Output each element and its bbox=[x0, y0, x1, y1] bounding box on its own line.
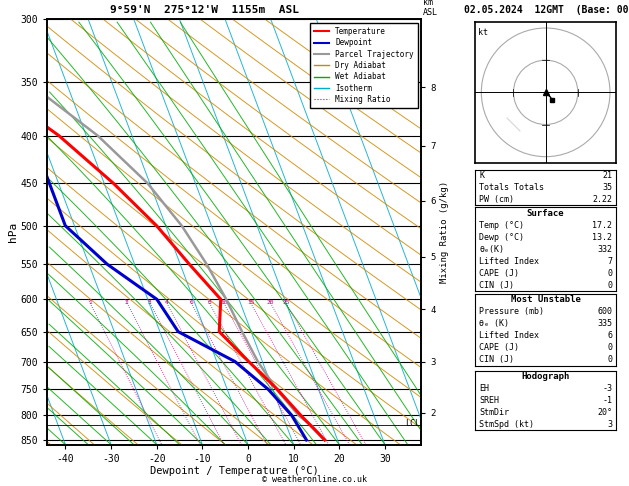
Text: 13.2: 13.2 bbox=[592, 233, 612, 242]
Text: Surface: Surface bbox=[527, 209, 564, 218]
Text: 600: 600 bbox=[597, 307, 612, 316]
Text: 20: 20 bbox=[267, 300, 274, 305]
Y-axis label: Mixing Ratio (g/kg): Mixing Ratio (g/kg) bbox=[440, 181, 449, 283]
Text: Hodograph: Hodograph bbox=[521, 372, 570, 381]
Text: θₑ (K): θₑ (K) bbox=[479, 319, 509, 329]
Text: Totals Totals: Totals Totals bbox=[479, 183, 544, 192]
Text: 6: 6 bbox=[607, 331, 612, 340]
Text: km
ASL: km ASL bbox=[423, 0, 438, 17]
Text: Most Unstable: Most Unstable bbox=[511, 295, 581, 304]
Text: LCL: LCL bbox=[405, 418, 420, 428]
Text: -1: -1 bbox=[602, 396, 612, 405]
Text: SREH: SREH bbox=[479, 396, 499, 405]
Text: CAPE (J): CAPE (J) bbox=[479, 269, 519, 278]
Text: Lifted Index: Lifted Index bbox=[479, 331, 539, 340]
Text: 332: 332 bbox=[597, 245, 612, 254]
Text: CIN (J): CIN (J) bbox=[479, 355, 514, 364]
Text: 0: 0 bbox=[607, 355, 612, 364]
Text: -3: -3 bbox=[602, 384, 612, 393]
Text: CIN (J): CIN (J) bbox=[479, 281, 514, 290]
Legend: Temperature, Dewpoint, Parcel Trajectory, Dry Adiabat, Wet Adiabat, Isotherm, Mi: Temperature, Dewpoint, Parcel Trajectory… bbox=[310, 23, 418, 107]
Text: θₑ(K): θₑ(K) bbox=[479, 245, 504, 254]
Text: 1: 1 bbox=[88, 300, 92, 305]
Text: 6: 6 bbox=[189, 300, 193, 305]
Text: 4: 4 bbox=[165, 300, 169, 305]
Text: kt: kt bbox=[478, 28, 488, 37]
Text: StmDir: StmDir bbox=[479, 408, 509, 417]
Text: 3: 3 bbox=[148, 300, 152, 305]
Text: 35: 35 bbox=[602, 183, 612, 192]
Text: Lifted Index: Lifted Index bbox=[479, 257, 539, 266]
Text: 15: 15 bbox=[247, 300, 254, 305]
Text: 17.2: 17.2 bbox=[592, 221, 612, 230]
Text: 2.22: 2.22 bbox=[592, 194, 612, 204]
Text: 2: 2 bbox=[125, 300, 129, 305]
Text: 8: 8 bbox=[208, 300, 211, 305]
Text: Dewp (°C): Dewp (°C) bbox=[479, 233, 524, 242]
Text: 02.05.2024  12GMT  (Base: 00): 02.05.2024 12GMT (Base: 00) bbox=[464, 4, 629, 15]
Text: 335: 335 bbox=[597, 319, 612, 329]
Text: EH: EH bbox=[479, 384, 489, 393]
Text: StmSpd (kt): StmSpd (kt) bbox=[479, 420, 534, 429]
Text: PW (cm): PW (cm) bbox=[479, 194, 514, 204]
Text: 21: 21 bbox=[602, 172, 612, 180]
Text: Temp (°C): Temp (°C) bbox=[479, 221, 524, 230]
Y-axis label: hPa: hPa bbox=[8, 222, 18, 242]
Text: 0: 0 bbox=[607, 343, 612, 352]
Text: 20°: 20° bbox=[597, 408, 612, 417]
X-axis label: Dewpoint / Temperature (°C): Dewpoint / Temperature (°C) bbox=[150, 467, 319, 476]
Text: 25: 25 bbox=[282, 300, 290, 305]
Text: Pressure (mb): Pressure (mb) bbox=[479, 307, 544, 316]
Text: © weatheronline.co.uk: © weatheronline.co.uk bbox=[262, 474, 367, 484]
Text: 10: 10 bbox=[220, 300, 227, 305]
Text: 0: 0 bbox=[607, 269, 612, 278]
Text: 7: 7 bbox=[607, 257, 612, 266]
Text: CAPE (J): CAPE (J) bbox=[479, 343, 519, 352]
Text: K: K bbox=[479, 172, 484, 180]
Text: 9°59'N  275°12'W  1155m  ASL: 9°59'N 275°12'W 1155m ASL bbox=[110, 5, 299, 15]
Text: 3: 3 bbox=[607, 420, 612, 429]
Text: 0: 0 bbox=[607, 281, 612, 290]
